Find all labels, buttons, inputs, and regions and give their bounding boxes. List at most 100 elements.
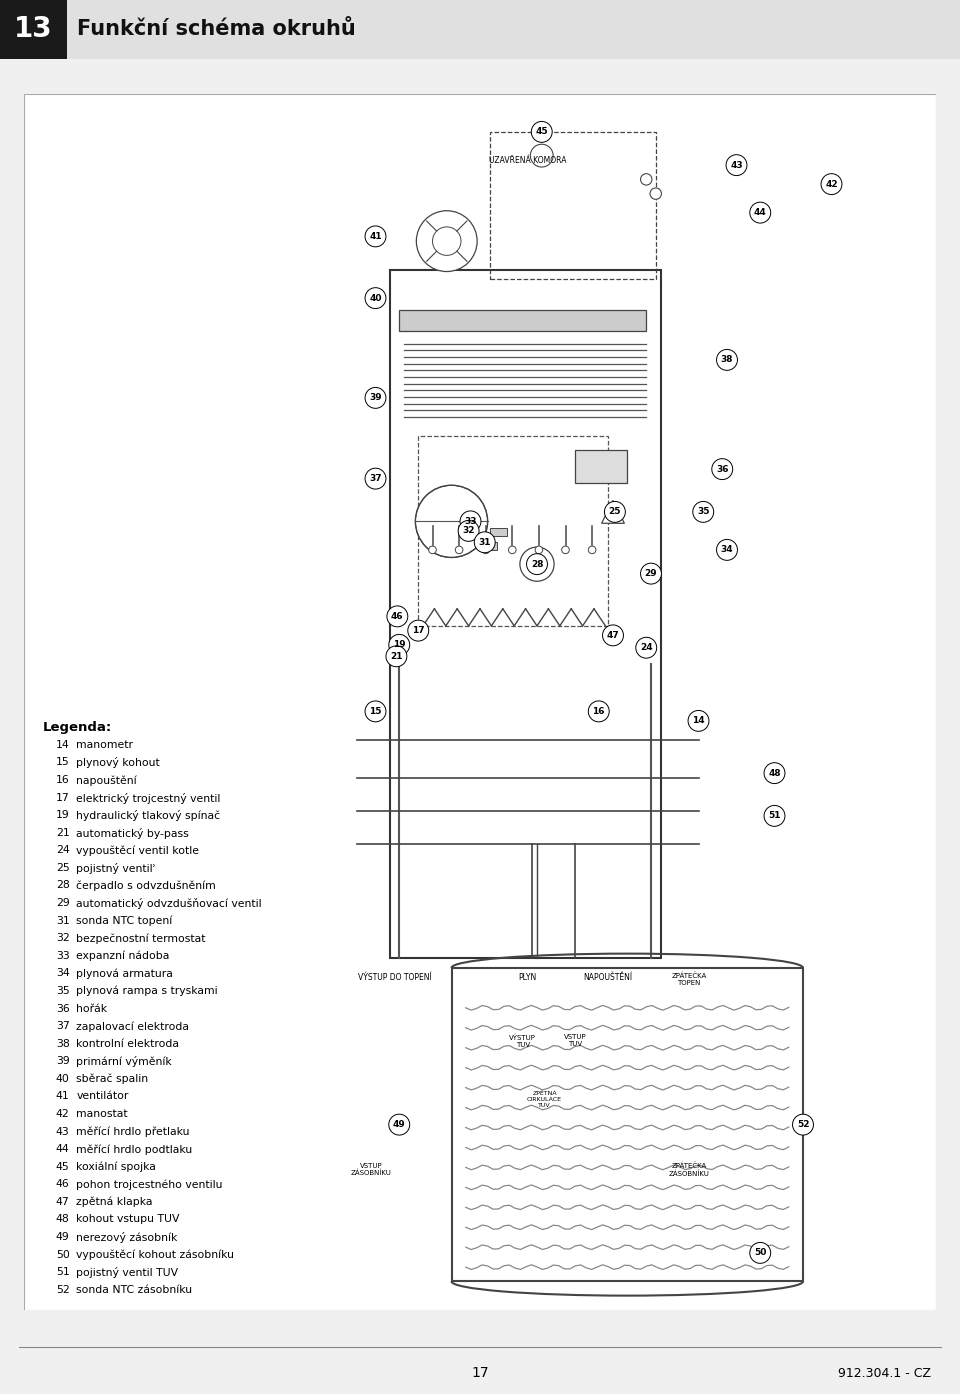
Text: 21: 21 xyxy=(56,828,69,838)
Text: sběrač spalin: sběrač spalin xyxy=(76,1073,149,1085)
Text: 40: 40 xyxy=(370,294,382,302)
Circle shape xyxy=(386,645,407,666)
Text: 28: 28 xyxy=(531,559,543,569)
Text: 32: 32 xyxy=(463,527,475,535)
Circle shape xyxy=(417,210,477,272)
Circle shape xyxy=(716,350,737,371)
Text: koxiální spojka: koxiální spojka xyxy=(76,1161,156,1172)
Text: expanzní nádoba: expanzní nádoba xyxy=(76,951,170,962)
Text: pojistný ventilʾ: pojistný ventilʾ xyxy=(76,863,156,874)
Circle shape xyxy=(433,227,461,255)
Text: 25: 25 xyxy=(609,507,621,516)
Circle shape xyxy=(365,701,386,722)
Circle shape xyxy=(408,620,429,641)
Circle shape xyxy=(387,606,408,627)
Circle shape xyxy=(562,546,569,553)
Text: manometr: manometr xyxy=(76,740,133,750)
Circle shape xyxy=(650,188,661,199)
Text: 44: 44 xyxy=(56,1144,69,1154)
Text: napouštění: napouštění xyxy=(76,775,137,786)
Text: nerezový zásobník: nerezový zásobník xyxy=(76,1232,178,1243)
Circle shape xyxy=(509,546,516,553)
Circle shape xyxy=(688,711,708,732)
Text: 34: 34 xyxy=(721,545,733,555)
Circle shape xyxy=(750,202,771,223)
Text: vypouštěcí kohout zásobníku: vypouštěcí kohout zásobníku xyxy=(76,1249,234,1260)
Text: sonda NTC topení: sonda NTC topení xyxy=(76,916,173,926)
Text: 15: 15 xyxy=(370,707,382,717)
Text: 31: 31 xyxy=(478,538,491,546)
Circle shape xyxy=(588,546,596,553)
Text: hořák: hořák xyxy=(76,1004,108,1013)
Text: ZPÁTEČKA
TOPEN: ZPÁTEČKA TOPEN xyxy=(671,973,707,986)
Bar xyxy=(490,132,656,279)
Circle shape xyxy=(750,1242,771,1263)
Text: Funkční schéma okruhů: Funkční schéma okruhů xyxy=(77,20,355,39)
Text: 912.304.1 - CZ: 912.304.1 - CZ xyxy=(838,1366,931,1380)
Text: 16: 16 xyxy=(592,707,605,717)
Circle shape xyxy=(455,546,463,553)
Circle shape xyxy=(605,502,625,523)
Text: 51: 51 xyxy=(56,1267,69,1277)
Text: 45: 45 xyxy=(56,1161,69,1172)
Text: 47: 47 xyxy=(56,1197,69,1207)
Text: PLYN: PLYN xyxy=(518,973,537,981)
Text: 48: 48 xyxy=(768,768,780,778)
Text: VSTUP
ZÁSOBNÍKU: VSTUP ZÁSOBNÍKU xyxy=(350,1163,391,1177)
Text: 44: 44 xyxy=(754,208,767,217)
Bar xyxy=(575,450,627,484)
Text: 14: 14 xyxy=(692,717,705,725)
Circle shape xyxy=(520,546,554,581)
Text: 52: 52 xyxy=(797,1121,809,1129)
Text: automatický by-pass: automatický by-pass xyxy=(76,828,189,839)
Text: plynová armatura: plynová armatura xyxy=(76,969,173,979)
Text: 38: 38 xyxy=(721,355,733,364)
Text: 35: 35 xyxy=(56,986,69,995)
Circle shape xyxy=(531,121,552,142)
Bar xyxy=(419,436,609,626)
Text: měřící hrdlo podtlaku: měřící hrdlo podtlaku xyxy=(76,1144,193,1154)
Circle shape xyxy=(726,155,747,176)
Text: zpětná klapka: zpětná klapka xyxy=(76,1197,153,1207)
Text: kohout vstupu TUV: kohout vstupu TUV xyxy=(76,1214,180,1224)
Circle shape xyxy=(640,174,652,185)
Text: ZPÁTEČKA
ZÁSOBNÍKU: ZPÁTEČKA ZÁSOBNÍKU xyxy=(668,1163,709,1177)
Text: 16: 16 xyxy=(56,775,69,785)
Text: 37: 37 xyxy=(56,1020,69,1032)
Text: 49: 49 xyxy=(393,1121,406,1129)
Text: manostat: manostat xyxy=(76,1110,128,1119)
Circle shape xyxy=(693,502,713,523)
Bar xyxy=(480,542,497,549)
Text: 42: 42 xyxy=(826,180,838,188)
Circle shape xyxy=(636,637,657,658)
Text: zapalovací elektroda: zapalovací elektroda xyxy=(76,1020,189,1032)
Text: 43: 43 xyxy=(731,160,743,170)
Circle shape xyxy=(365,468,386,489)
Text: pojistný ventil TUV: pojistný ventil TUV xyxy=(76,1267,179,1278)
Text: 50: 50 xyxy=(754,1249,766,1257)
Circle shape xyxy=(526,553,547,574)
Text: 31: 31 xyxy=(56,916,69,926)
Text: 29: 29 xyxy=(645,569,658,579)
Circle shape xyxy=(365,388,386,408)
Circle shape xyxy=(764,763,785,783)
Text: 38: 38 xyxy=(56,1039,69,1048)
Circle shape xyxy=(603,625,623,645)
Circle shape xyxy=(821,174,842,195)
Text: 13: 13 xyxy=(14,15,53,43)
Text: 43: 43 xyxy=(56,1126,69,1136)
Text: 19: 19 xyxy=(393,640,405,650)
Text: 42: 42 xyxy=(56,1110,69,1119)
Text: sonda NTC zásobníku: sonda NTC zásobníku xyxy=(76,1285,192,1295)
Text: 21: 21 xyxy=(390,652,402,661)
Circle shape xyxy=(365,287,386,308)
Circle shape xyxy=(482,546,490,553)
Circle shape xyxy=(793,1114,813,1135)
Circle shape xyxy=(711,459,732,480)
Text: 34: 34 xyxy=(56,969,69,979)
Text: 35: 35 xyxy=(697,507,709,516)
Text: elektrický trojcestný ventil: elektrický trojcestný ventil xyxy=(76,793,221,803)
Text: ventilátor: ventilátor xyxy=(76,1092,129,1101)
Text: čerpadlo s odvzdušněním: čerpadlo s odvzdušněním xyxy=(76,881,216,891)
Circle shape xyxy=(474,533,495,553)
